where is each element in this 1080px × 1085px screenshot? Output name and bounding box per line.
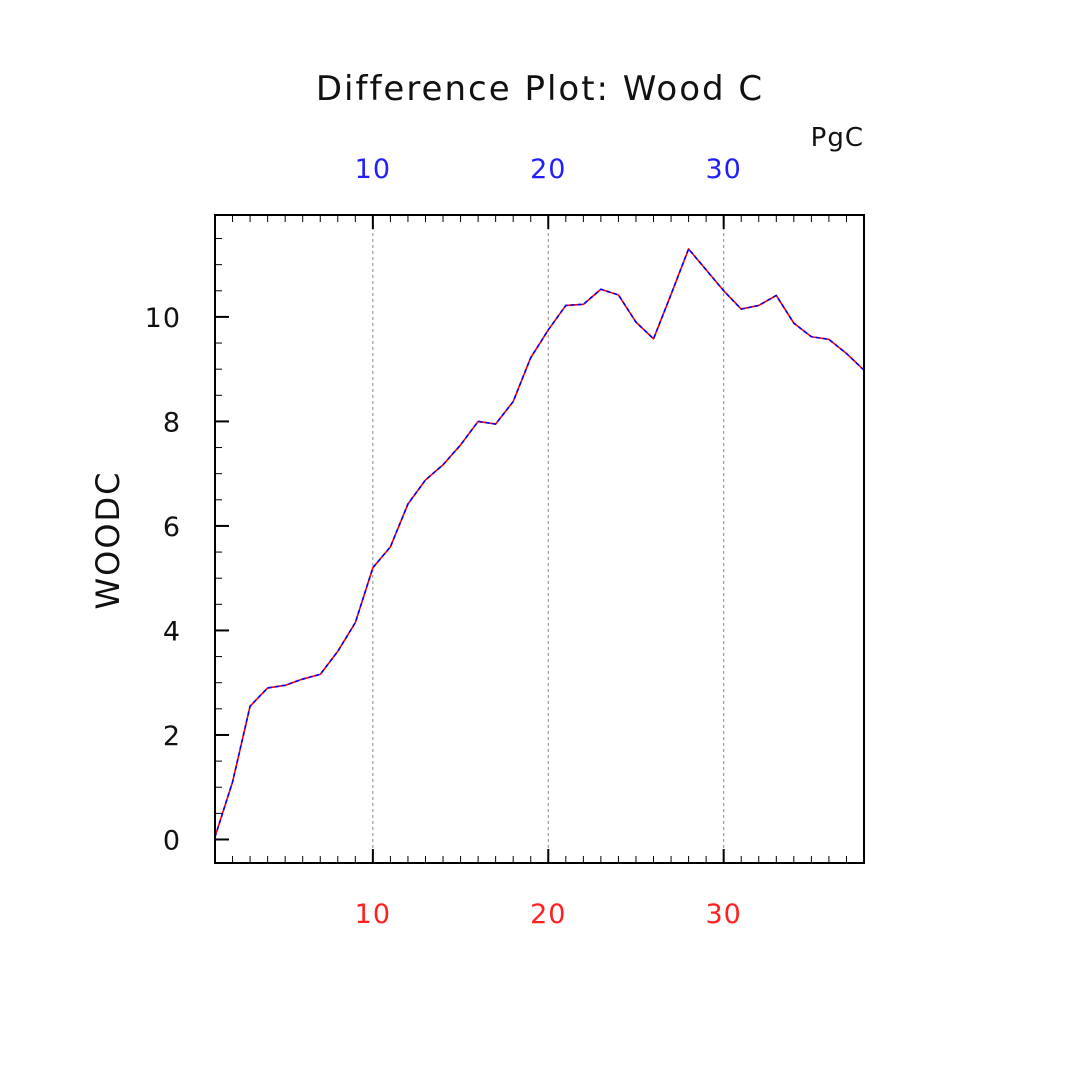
y-tick-label-10: 10 bbox=[145, 303, 181, 334]
x-tick-label-top-30: 30 bbox=[705, 154, 741, 185]
y-tick-label-6: 6 bbox=[163, 512, 181, 543]
plot-frame bbox=[214, 214, 865, 864]
y-tick-label-8: 8 bbox=[163, 407, 181, 438]
x-tick-label-bottom-20: 20 bbox=[530, 899, 566, 930]
units-label: PgC bbox=[811, 123, 864, 153]
axes: 10 10 20 20 30 30 0 2 4 6 8 10 bbox=[145, 154, 865, 930]
y-axis-label: WOODC bbox=[89, 471, 127, 610]
y-tick-label-2: 2 bbox=[163, 721, 181, 752]
series-line-2 bbox=[214, 248, 865, 838]
x-tick-label-bottom-30: 30 bbox=[705, 899, 741, 930]
x-tick-label-top-10: 10 bbox=[355, 154, 391, 185]
y-tick-label-4: 4 bbox=[163, 616, 181, 647]
data-series bbox=[214, 248, 865, 838]
chart-title: Difference Plot: Wood C bbox=[316, 69, 764, 109]
series-line-1 bbox=[214, 248, 865, 838]
y-tick-label-0: 0 bbox=[163, 825, 181, 856]
x-tick-label-top-20: 20 bbox=[530, 154, 566, 185]
grid-lines bbox=[372, 215, 725, 863]
x-tick-label-bottom-10: 10 bbox=[355, 899, 391, 930]
